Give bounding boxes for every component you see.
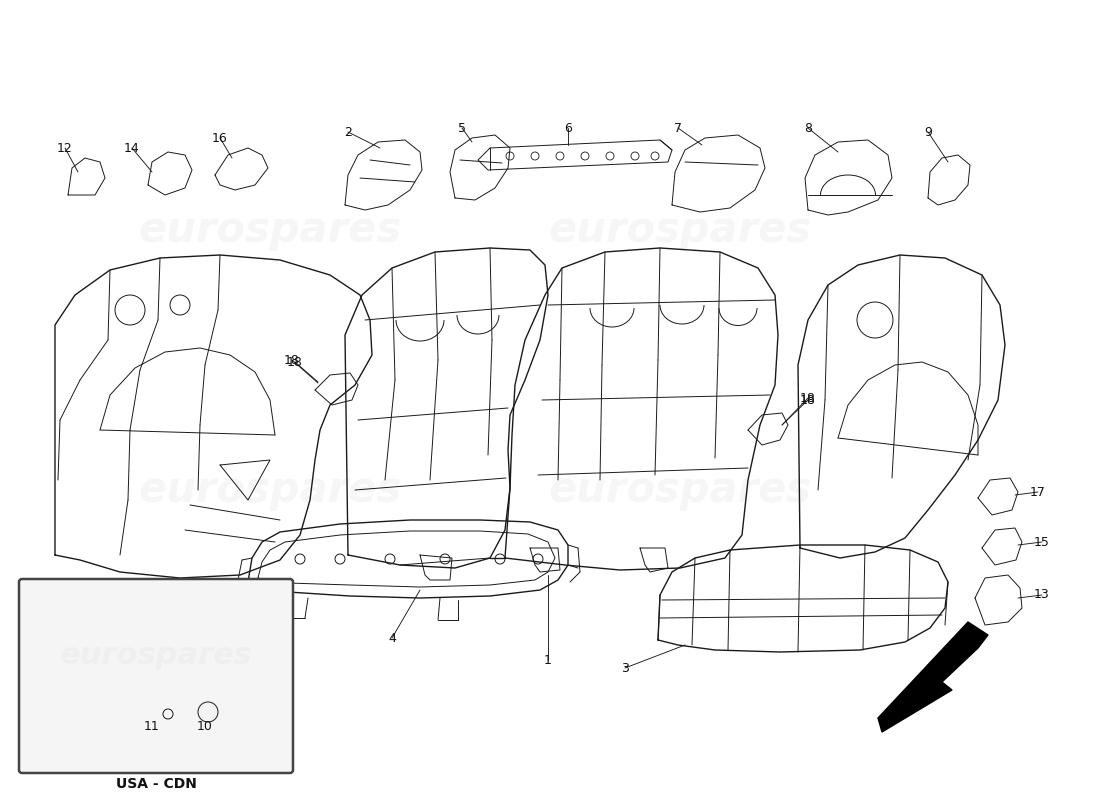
Text: 2: 2 [344, 126, 352, 138]
Text: eurospares: eurospares [549, 209, 812, 251]
Text: eurospares: eurospares [549, 469, 812, 511]
Text: 13: 13 [1034, 589, 1049, 602]
Text: 4: 4 [388, 631, 396, 645]
Text: 18: 18 [800, 391, 816, 405]
Text: 5: 5 [458, 122, 466, 134]
Polygon shape [878, 622, 988, 732]
Text: 10: 10 [197, 719, 213, 733]
Text: 3: 3 [621, 662, 629, 674]
FancyBboxPatch shape [19, 579, 293, 773]
Text: 11: 11 [144, 719, 159, 733]
Text: 16: 16 [212, 131, 228, 145]
Text: 7: 7 [674, 122, 682, 134]
Text: eurospares: eurospares [59, 642, 252, 670]
Text: 17: 17 [1030, 486, 1046, 498]
Text: 8: 8 [804, 122, 812, 134]
Text: eurospares: eurospares [139, 209, 402, 251]
Text: 18: 18 [287, 355, 303, 369]
Text: eurospares: eurospares [139, 469, 402, 511]
Text: 18: 18 [800, 394, 816, 406]
Text: 15: 15 [1034, 535, 1049, 549]
Text: 1: 1 [544, 654, 552, 666]
Text: USA - CDN: USA - CDN [116, 777, 197, 791]
Text: 12: 12 [57, 142, 73, 154]
Text: 14: 14 [124, 142, 140, 154]
Text: 18: 18 [284, 354, 300, 366]
Text: 9: 9 [924, 126, 932, 138]
Text: 6: 6 [564, 122, 572, 134]
